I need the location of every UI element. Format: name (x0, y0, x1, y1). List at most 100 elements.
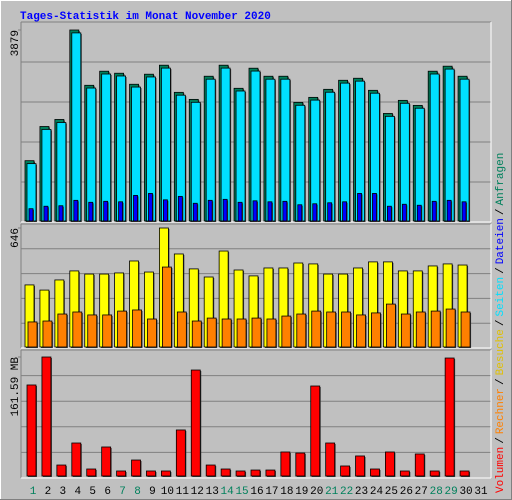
bar (414, 107, 425, 222)
bar (342, 201, 348, 222)
bar (445, 308, 456, 348)
bar (446, 199, 452, 222)
x-tick-label: 31 (474, 486, 488, 498)
bar (221, 318, 232, 348)
bar (296, 313, 307, 348)
x-tick-label: 22 (340, 486, 353, 498)
bar (399, 470, 410, 477)
bar (192, 202, 198, 222)
x-tick-label: 19 (295, 486, 308, 498)
bar (415, 311, 426, 348)
bar (26, 384, 37, 477)
bar (176, 311, 187, 348)
x-tick-label: 2 (45, 486, 52, 498)
bar (429, 470, 440, 477)
bar (327, 202, 333, 222)
x-tick-label: 6 (104, 486, 111, 498)
bar (175, 429, 186, 477)
legend-entry: Rechner (495, 388, 507, 434)
legend-entry: Besuche (495, 329, 507, 375)
x-tick-label: 3 (60, 486, 67, 498)
bar (326, 311, 337, 348)
x-tick-label: 9 (149, 486, 156, 498)
bar (444, 68, 455, 222)
bar (28, 208, 34, 222)
bar (101, 446, 112, 477)
x-tick-label: 17 (265, 486, 278, 498)
x-tick-label: 26 (400, 486, 413, 498)
bar (116, 75, 126, 222)
x-tick-label: 27 (415, 486, 428, 498)
x-tick-label: 15 (235, 486, 248, 498)
bar (280, 451, 291, 477)
bar (357, 193, 362, 222)
bar (133, 194, 138, 222)
bar (281, 315, 292, 348)
bar (414, 453, 425, 477)
x-tick-label: 21 (325, 486, 339, 498)
bar (295, 104, 306, 222)
bar (73, 199, 79, 222)
bar (252, 200, 258, 222)
bar (41, 356, 52, 477)
bar (206, 317, 217, 348)
x-tick-label: 16 (250, 486, 263, 498)
bar (147, 318, 157, 348)
x-tick-label: 11 (176, 486, 190, 498)
bar (325, 91, 336, 222)
bar (265, 78, 276, 222)
bar (416, 204, 422, 222)
x-tick-label: 1 (30, 486, 37, 498)
bar (325, 442, 336, 477)
bar (461, 201, 467, 222)
legend-separator: / (495, 208, 507, 215)
bar (459, 470, 470, 477)
bar (341, 311, 352, 348)
bar (161, 266, 172, 348)
bar (460, 311, 471, 348)
bar (459, 78, 470, 222)
bar (399, 102, 410, 222)
legend: Volumen / Rechner / Besuche / Seiten / Dateien / A… (495, 153, 507, 493)
x-tick-label: 13 (206, 486, 219, 498)
bar (220, 468, 231, 477)
bar (43, 205, 49, 222)
x-tick-label: 25 (385, 486, 398, 498)
bar (71, 32, 82, 222)
bar (86, 468, 97, 477)
bar (370, 468, 380, 477)
x-tick-label: 29 (445, 486, 458, 498)
legend-entry: Dateien (495, 218, 507, 264)
x-tick-label: 20 (310, 486, 323, 498)
x-tick-label: 7 (119, 486, 126, 498)
bar (235, 470, 246, 477)
bar (57, 313, 68, 348)
bar (117, 310, 127, 348)
bar (86, 87, 97, 222)
x-tick-label: 8 (134, 486, 141, 498)
x-tick-label: 18 (280, 486, 293, 498)
x-tick-label: 5 (89, 486, 96, 498)
bar (429, 73, 440, 222)
bar (190, 369, 201, 477)
y-tick-label: 161.59 MB (10, 357, 22, 417)
bar (340, 465, 351, 477)
bar (236, 318, 247, 348)
bar (205, 464, 216, 477)
bar (177, 195, 183, 222)
x-tick-label: 24 (370, 486, 384, 498)
bar (102, 314, 113, 348)
bar (430, 310, 441, 348)
bar (162, 199, 168, 222)
bar (191, 320, 202, 348)
bar (267, 201, 273, 222)
legend-separator: / (495, 267, 507, 274)
bar (71, 442, 82, 477)
bar (101, 73, 112, 222)
bar (250, 70, 261, 222)
bar (235, 90, 246, 222)
bar (311, 310, 322, 348)
bar (310, 99, 321, 222)
